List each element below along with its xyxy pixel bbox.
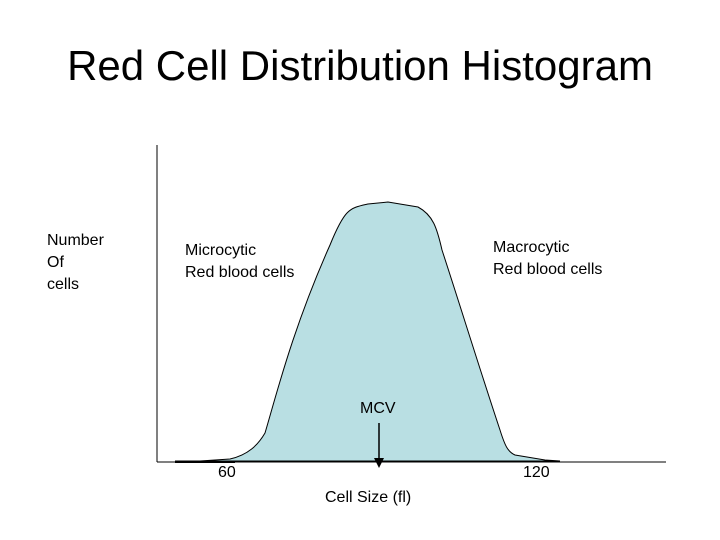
- macrocytic-label: Macrocytic Red blood cells: [493, 237, 602, 281]
- mcv-arrow-head: [374, 458, 384, 468]
- y-axis-label-line-1: Number: [47, 232, 104, 249]
- microcytic-label-line-2: Red blood cells: [185, 264, 295, 281]
- microcytic-label: Microcytic Red blood cells: [185, 240, 294, 284]
- x-tick-60: 60: [218, 464, 236, 481]
- y-axis-label-line-3: cells: [47, 276, 80, 293]
- macrocytic-label-line-2: Red blood cells: [493, 261, 603, 278]
- microcytic-label-line-1: Microcytic: [185, 242, 257, 259]
- y-axis-label-line-2: Of: [47, 254, 64, 271]
- y-axis-label: Number Of cells: [47, 230, 104, 296]
- x-axis-label: Cell Size (fl): [325, 489, 412, 506]
- diagram-title: Red Cell Distribution Histogram: [67, 42, 653, 89]
- macrocytic-label-line-1: Macrocytic: [493, 239, 570, 256]
- x-tick-120: 120: [523, 464, 550, 481]
- distribution-curve: [175, 201, 561, 462]
- mcv-label: MCV: [360, 400, 396, 417]
